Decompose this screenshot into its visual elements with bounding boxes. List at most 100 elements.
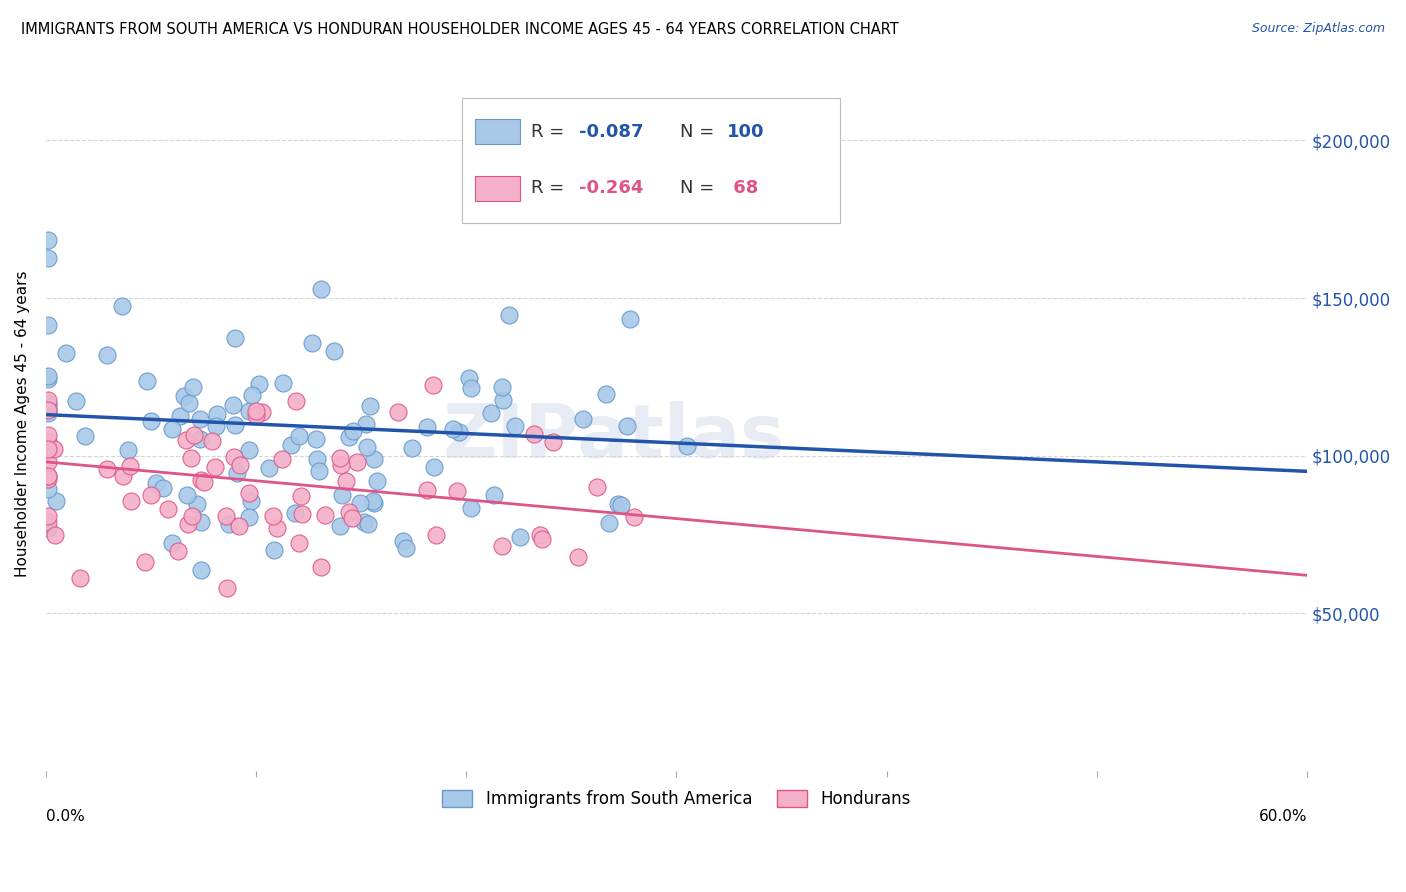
Point: [353, 516, 375, 530]
Point: [491, 379, 513, 393]
Point: [139, 414, 162, 428]
Point: [166, 544, 188, 558]
Point: [180, 450, 202, 465]
FancyBboxPatch shape: [475, 119, 520, 144]
Point: [160, 536, 183, 550]
Point: [509, 530, 531, 544]
Point: [301, 336, 323, 351]
Point: [174, 433, 197, 447]
Point: [204, 418, 226, 433]
Point: [541, 434, 564, 449]
Point: [37, 372, 59, 386]
Text: IMMIGRANTS FROM SOUTH AMERICA VS HONDURAN HOUSEHOLDER INCOME AGES 45 - 64 YEARS : IMMIGRANTS FROM SOUTH AMERICA VS HONDURA…: [21, 22, 898, 37]
Text: 0.0%: 0.0%: [46, 809, 84, 824]
Point: [290, 489, 312, 503]
Point: [145, 475, 167, 490]
Point: [37, 468, 59, 483]
Point: [363, 452, 385, 467]
Point: [458, 371, 481, 385]
Point: [401, 442, 423, 456]
Point: [190, 563, 212, 577]
Point: [96, 461, 118, 475]
Point: [572, 412, 595, 426]
Point: [190, 473, 212, 487]
Point: [238, 442, 260, 457]
Y-axis label: Householder Income Ages 45 - 64 years: Householder Income Ages 45 - 64 years: [15, 271, 30, 577]
Point: [595, 387, 617, 401]
Point: [228, 518, 250, 533]
Point: [152, 481, 174, 495]
Point: [366, 474, 388, 488]
Point: [117, 443, 139, 458]
Point: [160, 422, 183, 436]
Point: [45, 494, 67, 508]
Point: [479, 406, 502, 420]
Point: [156, 502, 179, 516]
Text: R =: R =: [531, 122, 571, 141]
Point: [335, 474, 357, 488]
Point: [291, 507, 314, 521]
Point: [288, 429, 311, 443]
Point: [619, 312, 641, 326]
Point: [676, 439, 699, 453]
Point: [449, 425, 471, 440]
Point: [441, 421, 464, 435]
Point: [37, 455, 59, 469]
Point: [193, 475, 215, 489]
Point: [359, 399, 381, 413]
Point: [190, 516, 212, 530]
Text: 68: 68: [727, 179, 758, 197]
Point: [308, 464, 330, 478]
Point: [349, 496, 371, 510]
Point: [607, 497, 630, 511]
Point: [37, 515, 59, 529]
Point: [179, 396, 201, 410]
Point: [37, 251, 59, 265]
Point: [271, 452, 294, 467]
Point: [307, 451, 329, 466]
Point: [339, 505, 361, 519]
Point: [112, 468, 135, 483]
Point: [416, 420, 439, 434]
Point: [422, 378, 444, 392]
Point: [329, 519, 352, 533]
Point: [225, 466, 247, 480]
Point: [37, 398, 59, 412]
Point: [42, 442, 65, 456]
Point: [387, 405, 409, 419]
Point: [346, 455, 368, 469]
Point: [287, 536, 309, 550]
Point: [217, 581, 239, 595]
Point: [224, 331, 246, 345]
Point: [311, 282, 333, 296]
Point: [240, 388, 263, 402]
FancyBboxPatch shape: [463, 98, 841, 223]
Point: [134, 556, 156, 570]
Point: [222, 450, 245, 464]
Point: [245, 404, 267, 418]
Point: [238, 486, 260, 500]
Point: [188, 412, 211, 426]
Point: [65, 393, 87, 408]
Text: -0.264: -0.264: [579, 179, 644, 197]
Text: -0.087: -0.087: [579, 122, 644, 141]
Point: [96, 348, 118, 362]
Point: [44, 527, 66, 541]
Point: [37, 435, 59, 450]
Point: [75, 429, 97, 443]
Point: [37, 508, 59, 523]
Point: [120, 494, 142, 508]
Point: [340, 510, 363, 524]
Point: [309, 559, 332, 574]
Point: [37, 469, 59, 483]
Point: [257, 461, 280, 475]
Point: [215, 508, 238, 523]
Point: [245, 408, 267, 422]
Point: [330, 488, 353, 502]
Point: [183, 428, 205, 442]
Text: N =: N =: [681, 122, 720, 141]
Point: [250, 405, 273, 419]
Text: R =: R =: [531, 179, 571, 197]
Point: [529, 528, 551, 542]
Point: [391, 533, 413, 548]
